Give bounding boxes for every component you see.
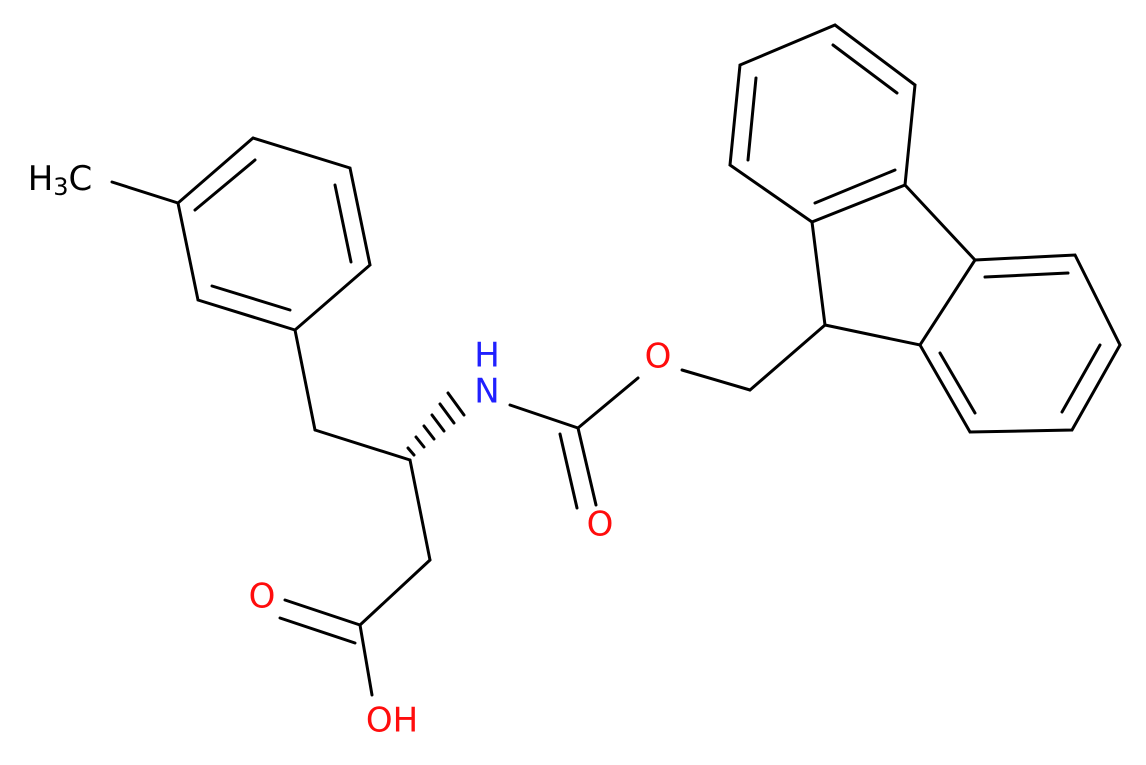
bond xyxy=(293,328,317,432)
hash xyxy=(446,391,466,417)
hash xyxy=(422,424,436,441)
atom-label: N xyxy=(474,372,499,412)
bond xyxy=(408,458,432,562)
bond xyxy=(576,376,640,430)
double-bond xyxy=(333,183,353,264)
bond xyxy=(748,323,827,392)
hash xyxy=(406,446,416,457)
bonds xyxy=(110,23,1122,697)
five-ring xyxy=(810,183,977,347)
bond xyxy=(358,623,374,697)
carbonyl-bond xyxy=(283,598,362,627)
hash xyxy=(414,435,426,449)
double-bond xyxy=(831,43,899,95)
benzene-ring xyxy=(728,23,917,224)
atom-label: O xyxy=(645,337,672,377)
atom-label: H xyxy=(28,159,54,199)
atom-label: OH xyxy=(366,701,418,741)
subscript: 3 xyxy=(53,173,68,201)
double-bond xyxy=(1060,343,1102,414)
atom-label: H xyxy=(474,336,500,376)
benzene-ring xyxy=(176,136,372,332)
double-bond xyxy=(983,271,1070,279)
bond xyxy=(508,403,580,430)
carbonyl-bond xyxy=(576,426,598,507)
double-bond xyxy=(813,168,897,205)
bond xyxy=(313,428,412,462)
atom-label: O xyxy=(249,577,276,617)
benzene-ring xyxy=(918,253,1122,434)
hash xyxy=(430,413,446,433)
methyl-label: H3C xyxy=(28,159,93,202)
atom-label: O xyxy=(587,505,614,545)
double-bond xyxy=(210,284,292,312)
bond xyxy=(680,368,752,392)
bond xyxy=(358,558,432,627)
carbonyl-bond xyxy=(278,616,357,645)
carbonyl-bond xyxy=(558,432,579,510)
methyl-bond xyxy=(110,180,180,205)
double-bond xyxy=(746,76,758,162)
atom-label: C xyxy=(69,159,93,199)
double-bond xyxy=(938,351,977,415)
double-bond xyxy=(193,158,257,212)
hash xyxy=(438,402,456,425)
